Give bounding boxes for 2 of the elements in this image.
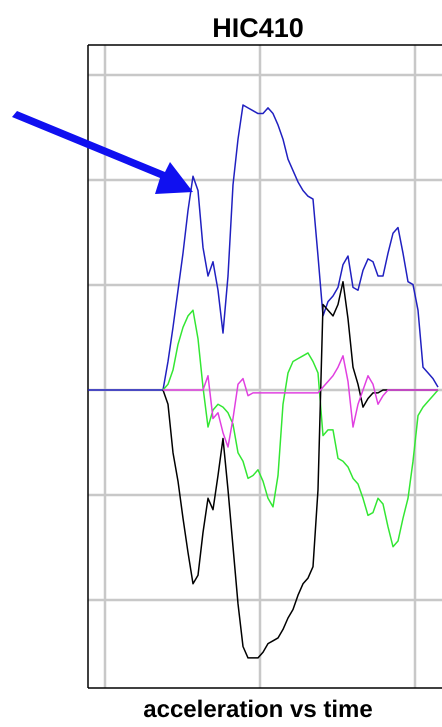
chart-title: HIC410 [212, 13, 304, 43]
x-axis-title: acceleration vs time [143, 696, 373, 723]
